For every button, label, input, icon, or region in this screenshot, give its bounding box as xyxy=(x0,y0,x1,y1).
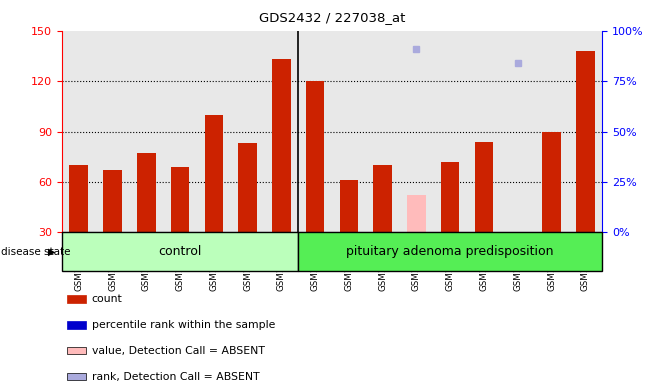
Bar xyxy=(508,232,527,236)
Bar xyxy=(475,142,493,232)
Bar xyxy=(306,81,324,232)
Bar xyxy=(70,165,88,232)
Bar xyxy=(238,143,257,232)
Bar xyxy=(104,170,122,232)
Bar xyxy=(137,153,156,232)
Bar xyxy=(67,347,86,354)
Text: disease state: disease state xyxy=(1,247,70,257)
Text: rank, Detection Call = ABSENT: rank, Detection Call = ABSENT xyxy=(92,372,259,382)
Bar xyxy=(576,51,594,232)
Bar xyxy=(340,180,358,232)
Bar xyxy=(374,165,392,232)
Bar xyxy=(62,232,298,271)
Text: value, Detection Call = ABSENT: value, Detection Call = ABSENT xyxy=(92,346,264,356)
Bar xyxy=(67,373,86,381)
Text: count: count xyxy=(92,294,122,304)
Text: ▶: ▶ xyxy=(48,247,55,257)
Text: percentile rank within the sample: percentile rank within the sample xyxy=(92,320,275,330)
Bar xyxy=(171,167,189,232)
Text: control: control xyxy=(158,245,202,258)
Bar xyxy=(204,115,223,232)
Bar xyxy=(67,321,86,329)
Bar xyxy=(272,59,290,232)
Bar xyxy=(441,162,460,232)
Text: pituitary adenoma predisposition: pituitary adenoma predisposition xyxy=(346,245,554,258)
Text: GDS2432 / 227038_at: GDS2432 / 227038_at xyxy=(259,12,405,25)
Bar xyxy=(407,195,426,232)
Bar xyxy=(542,131,561,232)
Bar xyxy=(67,295,86,303)
Bar xyxy=(298,232,602,271)
